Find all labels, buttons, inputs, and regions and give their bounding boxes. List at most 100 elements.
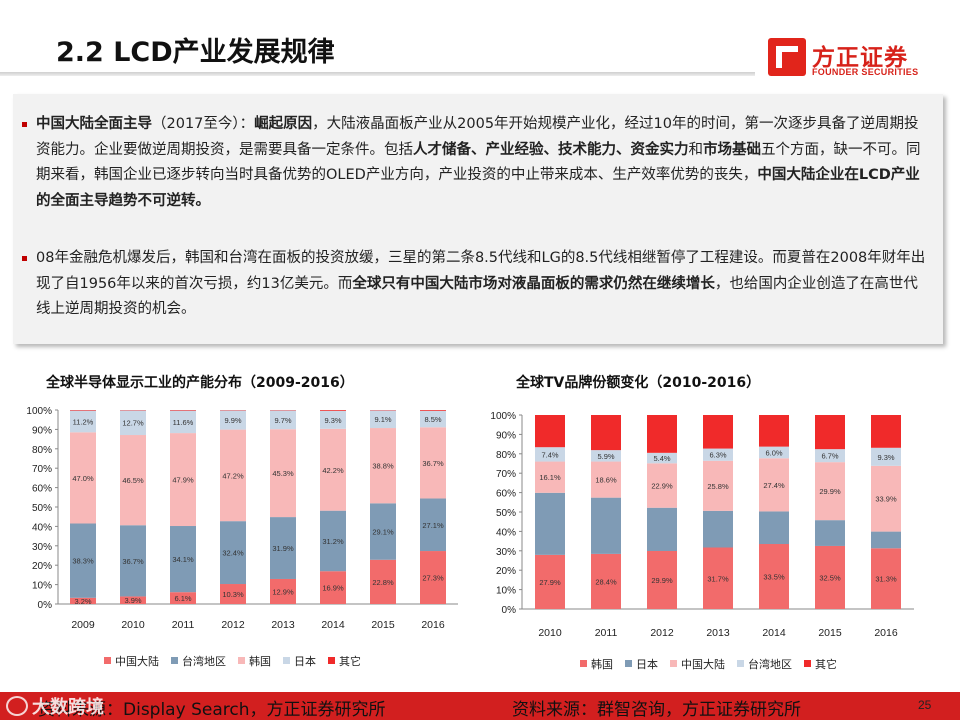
bar-segment <box>647 452 677 464</box>
y-tick-label: 50% <box>496 508 516 519</box>
bar-segment <box>320 571 346 604</box>
data-label: 46.5% <box>122 476 144 485</box>
y-tick-label: 70% <box>32 464 52 475</box>
data-label: 10.3% <box>222 590 244 599</box>
data-label: 16.9% <box>322 584 344 593</box>
bar-segment <box>815 520 845 546</box>
data-label: 45.3% <box>272 469 294 478</box>
bar-segment <box>535 461 565 493</box>
logo-cn-text: 方正证券 <box>812 45 908 71</box>
y-tick-label: 30% <box>496 547 516 558</box>
paragraph-financial-crisis: 08年金融危机爆发后，韩国和台湾在面板的投资放缓，三星的第二条8.5代线和LG的… <box>22 246 931 323</box>
legend-label: 台湾地区 <box>748 657 792 671</box>
tv-brand-share-chart: 0% 10% 20% 30% 40% 50% 60% 70% 80% 90% 100% 27.9% 16… <box>490 411 914 671</box>
data-label: 31.2% <box>322 537 344 546</box>
data-label: 29.9% <box>651 576 673 585</box>
legend-swatch <box>238 657 245 664</box>
x-tick-label: 2011 <box>172 619 195 631</box>
data-label: 33.5% <box>763 573 785 582</box>
tv-share-chart-title: 全球TV品牌份额变化（2010-2016） <box>516 375 761 391</box>
legend-label: 日本 <box>636 657 658 671</box>
bar-segment <box>815 449 845 463</box>
data-label: 47.2% <box>222 471 244 480</box>
data-label: 12.7% <box>122 419 144 428</box>
data-label: 29.1% <box>372 528 394 537</box>
legend-swatch <box>737 660 744 667</box>
data-label: 38.3% <box>72 557 94 566</box>
capacity-distribution-chart: 0% 10% 20% 30% 40% 50% 60% 70% 80% 90% 100% 3.2% 38.… <box>26 406 458 668</box>
legend-label: 中国大陆 <box>115 654 159 668</box>
legend-swatch <box>804 660 811 667</box>
x-tick-label: 2016 <box>874 627 898 639</box>
bar-segment <box>535 415 565 448</box>
bar-segment <box>871 465 901 532</box>
data-label: 32.5% <box>819 573 841 582</box>
bar-segment <box>370 410 396 429</box>
x-tick-label: 2011 <box>595 627 618 639</box>
data-label: 9.7% <box>274 416 291 425</box>
data-label: 8.5% <box>424 415 441 424</box>
y-tick-label: 70% <box>496 469 516 480</box>
bar-segment <box>70 410 96 433</box>
bar-segment <box>759 511 789 545</box>
bar-segment <box>535 447 565 462</box>
para1-conj: 和 <box>688 141 704 158</box>
bar-segment <box>220 429 246 522</box>
para2-text-2: ，也给国内企业创造了在高世代线上逆周期投资的机会。 <box>36 275 918 318</box>
bar-segment <box>270 578 296 604</box>
bar-segment <box>320 410 346 429</box>
y-tick-label: 80% <box>32 445 52 456</box>
logo-en-text: FOUNDER SECURITIES <box>812 67 919 77</box>
bar-segment <box>871 447 901 466</box>
data-label: 6.3% <box>709 451 726 460</box>
y-tick-label: 50% <box>32 503 52 514</box>
y-tick-label: 40% <box>32 522 52 533</box>
x-tick-label: 2015 <box>818 627 842 639</box>
legend-label: 其它 <box>339 654 361 668</box>
data-label: 38.8% <box>372 462 394 471</box>
bar-segment <box>70 432 96 524</box>
founder-logo-icon <box>768 38 806 76</box>
watermark-text: 大数跨境 <box>32 697 104 718</box>
bar-segment <box>320 510 346 572</box>
founder-securities-logo: 方正证券 FOUNDER SECURITIES <box>768 38 928 80</box>
x-tick-label: 2013 <box>706 627 730 639</box>
source-right: 资料来源：群智咨询，方正证券研究所 <box>512 700 801 720</box>
data-label: 9.3% <box>877 453 894 462</box>
bar-segment <box>270 429 296 518</box>
footer-bar: 资料来源：Display Search，方正证券研究所 资料来源：群智咨询，方正… <box>0 692 960 720</box>
bar-segment <box>120 435 146 526</box>
bar-segment <box>370 503 396 560</box>
para1-factors: 人才储备、产业经验、技术能力、资金实力 <box>413 141 689 158</box>
data-label: 31.9% <box>272 544 294 553</box>
bar-segment <box>70 597 96 604</box>
data-label: 36.7% <box>122 557 144 566</box>
data-label: 34.1% <box>172 555 194 564</box>
data-label: 9.9% <box>224 416 241 425</box>
y-tick-label: 80% <box>496 450 516 461</box>
legend-swatch <box>580 660 587 667</box>
y-tick-label: 100% <box>26 406 52 417</box>
page-number: 25 <box>918 698 932 712</box>
bullet-icon <box>22 256 27 261</box>
bar-segment <box>703 448 733 461</box>
y-tick-label: 10% <box>496 586 516 597</box>
bar-segment <box>759 415 789 447</box>
legend-label: 台湾地区 <box>182 654 226 668</box>
data-label: 27.3% <box>422 574 444 583</box>
legend-swatch <box>328 657 335 664</box>
bar-segment <box>420 410 446 411</box>
legend-swatch <box>171 657 178 664</box>
data-label: 28.4% <box>595 577 617 586</box>
y-tick-label: 0% <box>38 600 53 611</box>
x-tick-label: 2012 <box>650 627 674 639</box>
data-label: 27.4% <box>763 481 785 490</box>
bar-segment <box>370 559 396 604</box>
bar-segment <box>591 497 621 554</box>
data-label: 6.1% <box>174 594 191 603</box>
data-label: 5.4% <box>653 454 670 463</box>
para1-period: （2017至今）： <box>152 116 255 132</box>
bar-segment <box>647 507 677 551</box>
bar-segment <box>815 415 845 450</box>
bar-segment <box>759 446 789 459</box>
